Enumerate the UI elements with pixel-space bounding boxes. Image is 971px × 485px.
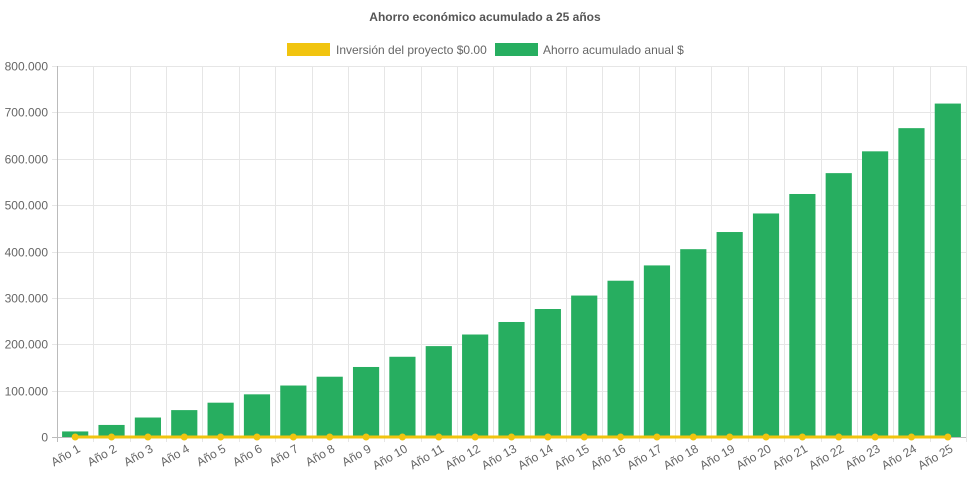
investment-point bbox=[289, 433, 297, 441]
bar bbox=[316, 376, 343, 437]
bars bbox=[62, 103, 961, 437]
x-tick-label: Año 4 bbox=[158, 441, 192, 469]
investment-point bbox=[71, 433, 79, 441]
legend-label-investment: Inversión del proyecto $0.00 bbox=[336, 43, 487, 57]
investment-point bbox=[580, 433, 588, 441]
bar bbox=[243, 394, 271, 437]
bar bbox=[716, 232, 743, 437]
y-tick-label: 400.000 bbox=[5, 246, 49, 260]
investment-point bbox=[798, 433, 806, 441]
x-tick-label: Año 18 bbox=[661, 441, 701, 472]
investment-point bbox=[689, 433, 697, 441]
bar bbox=[680, 249, 707, 437]
investment-point bbox=[108, 433, 116, 441]
legend-label-savings: Ahorro acumulado anual $ bbox=[543, 43, 684, 57]
x-tick-label: Año 13 bbox=[479, 441, 519, 472]
y-tick-label: 600.000 bbox=[5, 153, 49, 167]
y-tick-label: 800.000 bbox=[5, 60, 49, 74]
y-tick-label: 200.000 bbox=[5, 338, 49, 352]
x-tick-label: Año 11 bbox=[407, 441, 446, 472]
x-tick-label: Año 10 bbox=[370, 441, 410, 472]
x-tick-label: Año 12 bbox=[443, 441, 483, 472]
bar bbox=[425, 346, 452, 437]
x-tick-label: Año 16 bbox=[588, 441, 628, 472]
investment-point bbox=[253, 433, 261, 441]
legend-swatch-investment bbox=[287, 43, 330, 56]
bar bbox=[98, 424, 125, 437]
bar bbox=[389, 356, 416, 437]
x-tick-label: Año 19 bbox=[697, 441, 737, 472]
legend-swatch-savings bbox=[495, 43, 538, 56]
investment-point bbox=[144, 433, 152, 441]
gridlines bbox=[52, 66, 967, 442]
y-tick-label: 100.000 bbox=[5, 385, 49, 399]
y-tick-label: 500.000 bbox=[5, 199, 49, 213]
x-tick-label: Año 14 bbox=[515, 441, 555, 472]
bar bbox=[498, 321, 525, 437]
investment-point bbox=[544, 433, 552, 441]
investment-point bbox=[653, 433, 661, 441]
investment-point bbox=[871, 433, 879, 441]
investment-point bbox=[907, 433, 915, 441]
bar bbox=[862, 151, 889, 437]
investment-point bbox=[726, 433, 734, 441]
x-tick-label: Año 2 bbox=[85, 441, 119, 469]
investment-point bbox=[435, 433, 443, 441]
investment-point bbox=[471, 433, 479, 441]
y-tick-label: 0 bbox=[41, 431, 48, 445]
x-tick-label: Año 22 bbox=[806, 441, 846, 472]
chart-title: Ahorro económico acumulado a 25 años bbox=[369, 10, 601, 24]
x-tick-label: Año 15 bbox=[552, 441, 592, 472]
investment-line bbox=[71, 433, 952, 441]
x-tick-label: Año 1 bbox=[49, 441, 83, 469]
x-tick-label: Año 24 bbox=[879, 441, 919, 472]
x-tick-label: Año 5 bbox=[194, 441, 228, 469]
y-axis-ticks: 0 100.000 200.000 300.000 400.000 500.000 600.… bbox=[5, 60, 49, 445]
bar bbox=[207, 402, 234, 437]
bar bbox=[280, 385, 307, 437]
bar bbox=[934, 103, 961, 437]
bar bbox=[171, 410, 198, 437]
bar bbox=[571, 295, 598, 437]
x-tick-label: Año 20 bbox=[734, 441, 774, 472]
bar bbox=[352, 366, 380, 437]
bar bbox=[134, 417, 161, 437]
bar bbox=[607, 280, 634, 437]
y-tick-label: 700.000 bbox=[5, 106, 49, 120]
bar bbox=[789, 193, 816, 437]
x-tick-label: Año 7 bbox=[267, 441, 301, 469]
investment-point bbox=[944, 433, 952, 441]
bar bbox=[752, 213, 780, 437]
investment-point bbox=[217, 433, 225, 441]
x-tick-label: Año 3 bbox=[121, 441, 155, 469]
investment-point bbox=[508, 433, 515, 441]
bar bbox=[643, 265, 671, 437]
investment-point bbox=[617, 433, 625, 441]
x-tick-label: Año 9 bbox=[339, 441, 373, 469]
investment-point bbox=[398, 433, 406, 441]
x-axis-ticks: Año 1 Año 2 Año 3 Año 4 Año 5 Año 6 Año 7 Año 8… bbox=[49, 441, 956, 472]
bar bbox=[825, 173, 852, 437]
x-tick-label: Año 21 bbox=[770, 441, 810, 472]
bar bbox=[534, 309, 561, 437]
investment-point bbox=[326, 433, 334, 441]
y-tick-label: 300.000 bbox=[5, 292, 49, 306]
bar bbox=[462, 334, 489, 437]
x-tick-label: Año 8 bbox=[303, 441, 337, 469]
x-tick-label: Año 23 bbox=[843, 441, 883, 472]
x-tick-label: Año 6 bbox=[230, 441, 264, 469]
investment-point bbox=[835, 433, 843, 441]
investment-point bbox=[180, 433, 188, 441]
legend: Inversión del proyecto $0.00 Ahorro acum… bbox=[287, 43, 684, 57]
x-tick-label: Año 25 bbox=[915, 441, 955, 472]
bar bbox=[898, 128, 925, 437]
x-tick-label: Año 17 bbox=[624, 441, 664, 472]
investment-point bbox=[362, 433, 370, 441]
investment-point bbox=[762, 433, 770, 441]
